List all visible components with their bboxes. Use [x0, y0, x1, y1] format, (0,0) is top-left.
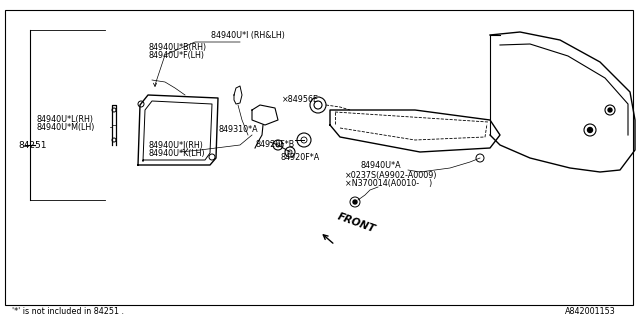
Text: 84920F*A: 84920F*A	[280, 153, 319, 162]
Text: 84940U*M(LH): 84940U*M(LH)	[36, 123, 94, 132]
Text: A842001153: A842001153	[565, 307, 616, 316]
Text: 84940U*K(LH): 84940U*K(LH)	[148, 149, 205, 158]
Text: '*' is not included in 84251 .: '*' is not included in 84251 .	[12, 307, 124, 316]
Text: 84940U*I (RH&LH): 84940U*I (RH&LH)	[211, 31, 285, 40]
Text: 849310*A: 849310*A	[218, 125, 258, 134]
Text: ×84956E: ×84956E	[282, 95, 319, 104]
Text: ×N370014(A0010-    ): ×N370014(A0010- )	[345, 179, 432, 188]
Text: ×0237S(A9902-A0009): ×0237S(A9902-A0009)	[345, 171, 438, 180]
Text: 84940U*B(RH): 84940U*B(RH)	[148, 43, 206, 52]
Text: 84940U*L(RH): 84940U*L(RH)	[36, 115, 93, 124]
Circle shape	[588, 127, 593, 132]
Text: 84251: 84251	[18, 140, 47, 149]
Text: 84940U*J(RH): 84940U*J(RH)	[148, 141, 203, 150]
Circle shape	[608, 108, 612, 112]
Circle shape	[353, 200, 357, 204]
Text: 84940U*A: 84940U*A	[360, 161, 401, 170]
Text: 84920F*B: 84920F*B	[255, 140, 294, 149]
Text: 84940U*F(LH): 84940U*F(LH)	[148, 51, 204, 60]
Text: FRONT: FRONT	[336, 211, 377, 234]
